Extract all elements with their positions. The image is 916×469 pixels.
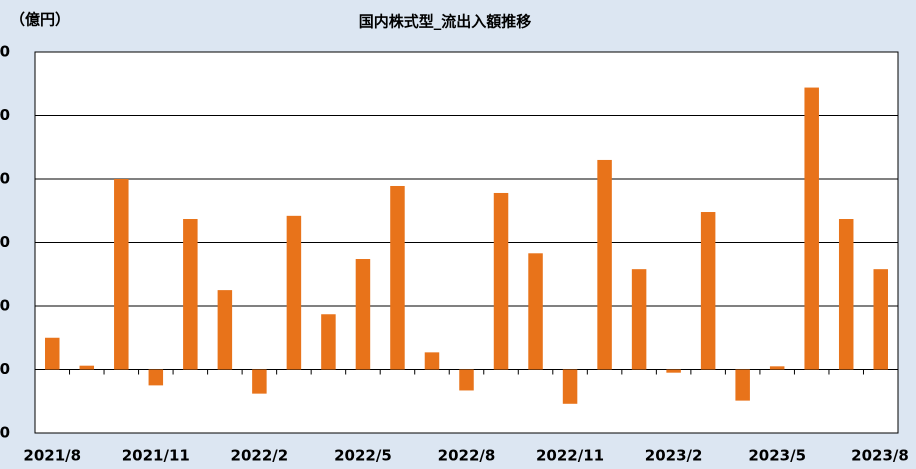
x-tick-label: 2021/11: [122, 447, 190, 465]
y-tick-label: 0: [0, 106, 10, 124]
bar: [183, 219, 198, 370]
bar: [528, 253, 543, 370]
y-tick-label: 0: [0, 170, 10, 188]
bar: [666, 369, 681, 373]
bar: [631, 269, 647, 370]
bar: [286, 215, 302, 370]
bar: [217, 290, 233, 370]
x-tick-label: 2023/2: [645, 447, 703, 465]
bar: [838, 219, 854, 370]
bar: [148, 369, 164, 386]
bar: [252, 369, 267, 394]
bar: [114, 179, 129, 370]
bar: [390, 185, 405, 370]
bar: [735, 369, 750, 401]
bar: [424, 352, 440, 370]
bar: [321, 314, 336, 370]
bar: [45, 337, 60, 370]
y-tick-label: 0: [0, 43, 10, 61]
bar: [355, 259, 371, 370]
y-tick-label: 0: [0, 297, 10, 315]
bar: [459, 369, 474, 391]
chart-title: 国内株式型_流出入額推移: [359, 13, 532, 31]
x-tick-label: 2022/5: [334, 447, 392, 465]
x-tick-label: 2023/5: [748, 447, 806, 465]
x-tick-label: 2023/8: [851, 447, 909, 465]
bar: [873, 269, 888, 370]
y-tick-label: 0: [0, 424, 10, 442]
x-tick-label: 2022/2: [231, 447, 289, 465]
bar: [562, 369, 578, 404]
x-tick-label: 2022/8: [438, 447, 496, 465]
unit-label: （億円）: [10, 11, 70, 29]
x-tick-label: 2022/11: [536, 447, 604, 465]
y-tick-label: 0: [0, 360, 10, 378]
bar: [804, 87, 819, 370]
bar: [597, 159, 612, 370]
x-tick-label: 2021/8: [23, 447, 81, 465]
bar: [700, 212, 716, 370]
bar: [769, 366, 785, 370]
bar: [79, 365, 95, 370]
bar: [493, 192, 509, 370]
y-tick-label: 0: [0, 233, 10, 251]
